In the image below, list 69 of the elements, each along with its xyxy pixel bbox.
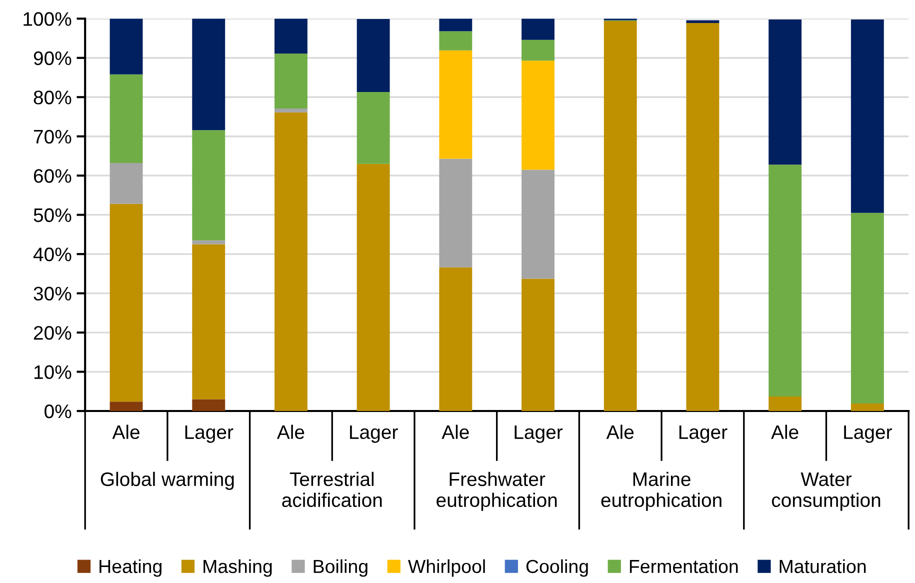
y-tick-label: 80%: [34, 90, 72, 104]
x-tick-label: Lager: [679, 425, 728, 443]
y-tick-label: 0%: [44, 404, 72, 418]
legend-label: Cooling: [526, 559, 588, 577]
bar: [274, 112, 308, 412]
bar: [768, 164, 802, 396]
text: Terrestrial acidification: [282, 472, 382, 508]
bar: [110, 163, 143, 204]
x-tick-label: Lager: [350, 425, 398, 443]
x-tick-label: Lager: [514, 425, 563, 443]
y-tick-label: 50%: [34, 208, 72, 222]
text: Freshwater eutrophication: [436, 472, 557, 511]
bar: [274, 108, 308, 112]
y-tick-label: 30%: [34, 286, 72, 301]
bar: [850, 19, 884, 213]
x-tick-label: Ale: [771, 424, 798, 440]
bar: [274, 54, 308, 109]
y-tick-label: 70%: [34, 130, 72, 144]
bar: [686, 22, 720, 412]
bar: [686, 20, 720, 23]
bar: [768, 396, 802, 412]
x-tick-label: Ale: [442, 424, 469, 440]
legend-label: Mashing: [204, 559, 272, 577]
bar: [439, 158, 472, 268]
legend-label: Whirlpool: [408, 559, 485, 577]
y-tick-label: 40%: [33, 248, 72, 262]
x-tick-label: Ale: [606, 424, 634, 440]
bar: [768, 19, 802, 165]
bar: [110, 204, 143, 402]
bar: [522, 40, 554, 61]
bar: [850, 404, 884, 412]
bar: [192, 18, 226, 130]
x-tick-label: Lager: [844, 425, 892, 443]
bar: [850, 212, 884, 404]
y-tick-label: 20%: [34, 326, 72, 340]
bar: [522, 60, 554, 170]
legend-label: Fermentation: [630, 559, 738, 574]
y-tick-label: 10%: [34, 365, 72, 380]
bar: [439, 267, 472, 412]
bar: [356, 164, 390, 412]
x-tick-label: Lager: [185, 425, 234, 443]
bar: [274, 18, 308, 54]
legend-label: Heating: [100, 559, 162, 577]
text: Marine eutrophication: [601, 472, 722, 511]
bar: [356, 92, 390, 164]
bar: [192, 244, 226, 400]
bar: [110, 74, 143, 164]
text: Water consumption: [772, 472, 880, 511]
x-tick-label: Ale: [276, 424, 304, 440]
bar: [604, 21, 637, 412]
bar: [110, 18, 143, 74]
bar: [192, 399, 226, 412]
y-tick-label: 60%: [34, 169, 72, 183]
bar: [192, 240, 226, 244]
bar: [439, 31, 472, 50]
bar: [522, 170, 554, 279]
y-tick-label: 90%: [34, 51, 72, 66]
bar: [522, 18, 554, 40]
text: Global warming: [100, 472, 234, 490]
bar: [522, 278, 554, 412]
bar: [439, 50, 472, 159]
legend-label: Boiling: [314, 559, 368, 577]
bar: [356, 19, 390, 92]
bar: [192, 130, 226, 240]
x-tick-label: Ale: [112, 424, 140, 440]
y-tick-label: 100%: [24, 12, 72, 26]
bar: [110, 402, 143, 412]
legend-label: Maturation: [780, 559, 866, 574]
bar: [439, 18, 472, 32]
